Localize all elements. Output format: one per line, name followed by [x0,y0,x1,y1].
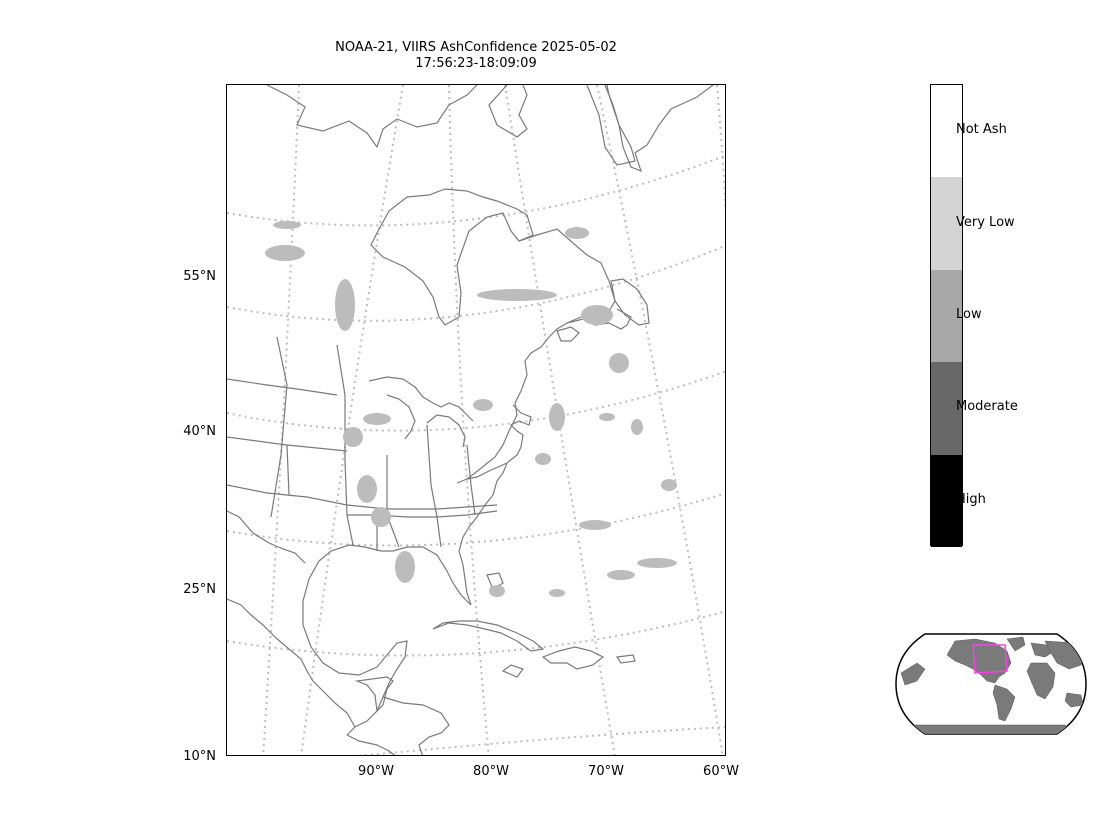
colorbar-high [931,455,962,547]
map-panel[interactable] [226,84,726,756]
colorbar-label-moderate: Moderate [956,399,1018,414]
colorbar-not-ash [931,85,962,177]
lon-label-70w: 70°W [588,764,624,779]
globe-extent-box [972,644,1008,674]
colorbar-label-low: Low [956,307,982,322]
graticule [227,85,725,755]
colorbar-very-low [931,177,962,270]
title-line-1: NOAA-21, VIIRS AshConfidence 2025-05-02 [335,40,617,55]
ash-detections [265,221,677,597]
colorbar-low [931,270,962,362]
colorbar-moderate [931,362,962,455]
title-line-2: 17:56:23-18:09:09 [415,56,537,71]
colorbar-label-high: High [956,492,986,507]
lon-label-80w: 80°W [473,764,509,779]
map-canvas [227,85,725,755]
lat-label-55n: 55°N [183,269,216,284]
lon-label-60w: 60°W [703,764,739,779]
lat-label-40n: 40°N [183,424,216,439]
colorbar-label-not-ash: Not Ash [956,122,1007,137]
map-title: NOAA-21, VIIRS AshConfidence 2025-05-02 … [226,40,726,72]
globe-continents [900,636,1086,734]
lon-label-90w: 90°W [358,764,394,779]
globe-inset-map [895,633,1087,735]
colorbar-label-very-low: Very Low [956,215,1015,230]
colorbar: Not Ash Very Low Low Moderate High [930,84,1018,547]
lat-label-10n: 10°N [183,749,216,764]
lat-label-25n: 25°N [183,582,216,597]
